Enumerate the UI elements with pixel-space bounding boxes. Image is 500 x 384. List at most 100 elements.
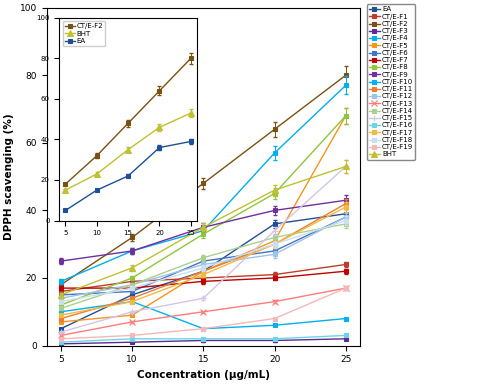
Y-axis label: DPPH scavenging (%): DPPH scavenging (%) [4,113,14,240]
Line: CT/E-F10: CT/E-F10 [59,300,348,331]
Line: CT/E-F5: CT/E-F5 [59,114,348,324]
CT/E-F5 [58,319,64,324]
CT/E-F6 [129,289,135,294]
CT/E-F15 [272,228,278,233]
CT/E-F18 [129,286,135,290]
CT/E-F7 [343,269,349,273]
CT/E-F1 [272,272,278,277]
Line: EA: EA [59,212,348,331]
CT/E-F10 [343,316,349,321]
CT/E-F6 [58,293,64,297]
CT/E-F10 [272,323,278,328]
EA [58,326,64,331]
BHT [129,266,135,270]
BHT [343,164,349,169]
Line: CT/E-F9: CT/E-F9 [59,198,348,263]
Line: CT/E-F12: CT/E-F12 [59,215,348,300]
Line: CT/E-F8: CT/E-F8 [59,114,348,307]
CT/E-F10 [58,310,64,314]
CT/E-F5 [129,313,135,318]
CT/E-F9 [200,225,206,230]
BHT [58,293,64,297]
Line: CT/E-F19: CT/E-F19 [59,286,348,341]
CT/E-F5 [272,238,278,243]
CT/E-F17 [272,242,278,247]
X-axis label: Concentration (μg/mL): Concentration (μg/mL) [137,370,270,380]
CT/E-F6 [343,215,349,220]
Line: CT/E-F3: CT/E-F3 [59,337,348,346]
Line: CT/E-F11: CT/E-F11 [59,202,348,321]
CT/E-F11 [129,296,135,301]
CT/E-F11 [58,316,64,321]
CT/E-F12 [129,282,135,287]
CT/E-F17 [200,272,206,277]
CT/E-F1 [58,289,64,294]
CT/E-F18 [272,242,278,247]
EA [272,222,278,226]
CT/E-F9 [58,259,64,263]
EA [200,269,206,273]
Line: CT/E-F7: CT/E-F7 [59,269,348,290]
CT/E-F4 [200,228,206,233]
CT/E-F2 [129,235,135,240]
CT/E-F10 [129,299,135,304]
CT/E-F3 [129,340,135,344]
CT/E-F13 [343,286,349,290]
CT/E-F16 [129,336,135,341]
CT/E-F9 [272,208,278,213]
CT/E-F8 [200,232,206,237]
CT/E-F15 [200,296,206,301]
CT/E-F11 [200,269,206,273]
CT/E-F2 [343,73,349,78]
CT/E-F2 [58,282,64,287]
CT/E-F16 [343,333,349,338]
CT/E-F6 [272,249,278,253]
CT/E-F19 [200,326,206,331]
CT/E-F8 [272,191,278,196]
Line: CT/E-F1: CT/E-F1 [59,262,348,294]
CT/E-F15 [343,164,349,169]
CT/E-F1 [343,262,349,267]
CT/E-F4 [272,151,278,155]
CT/E-F8 [343,114,349,118]
CT/E-F3 [272,338,278,343]
CT/E-F9 [129,249,135,253]
CT/E-F14 [200,255,206,260]
CT/E-F2 [200,181,206,186]
CT/E-F14 [129,282,135,287]
CT/E-F19 [272,316,278,321]
CT/E-F3 [343,336,349,341]
CT/E-F1 [129,279,135,284]
CT/E-F8 [129,276,135,280]
BHT [272,188,278,192]
Line: CT/E-F6: CT/E-F6 [59,215,348,297]
CT/E-F4 [343,83,349,88]
Line: CT/E-F4: CT/E-F4 [59,83,348,283]
CT/E-F9 [343,198,349,203]
CT/E-F12 [343,215,349,220]
CT/E-F7 [200,279,206,284]
CT/E-F19 [58,336,64,341]
CT/E-F13 [58,333,64,338]
CT/E-F7 [58,286,64,290]
CT/E-F11 [343,201,349,206]
CT/E-F7 [129,286,135,290]
Line: CT/E-F2: CT/E-F2 [59,73,348,287]
CT/E-F7 [272,276,278,280]
CT/E-F13 [129,319,135,324]
Line: CT/E-F18: CT/E-F18 [59,218,348,304]
Line: CT/E-F13: CT/E-F13 [58,285,348,338]
CT/E-F4 [129,249,135,253]
CT/E-F16 [200,336,206,341]
CT/E-F17 [343,205,349,209]
CT/E-F15 [58,330,64,334]
CT/E-F12 [58,296,64,301]
CT/E-F3 [58,341,64,346]
CT/E-F17 [58,313,64,318]
CT/E-F3 [200,338,206,343]
Line: CT/E-F14: CT/E-F14 [59,222,348,311]
CT/E-F12 [272,252,278,257]
CT/E-F14 [343,222,349,226]
CT/E-F19 [129,333,135,338]
CT/E-F16 [58,340,64,344]
